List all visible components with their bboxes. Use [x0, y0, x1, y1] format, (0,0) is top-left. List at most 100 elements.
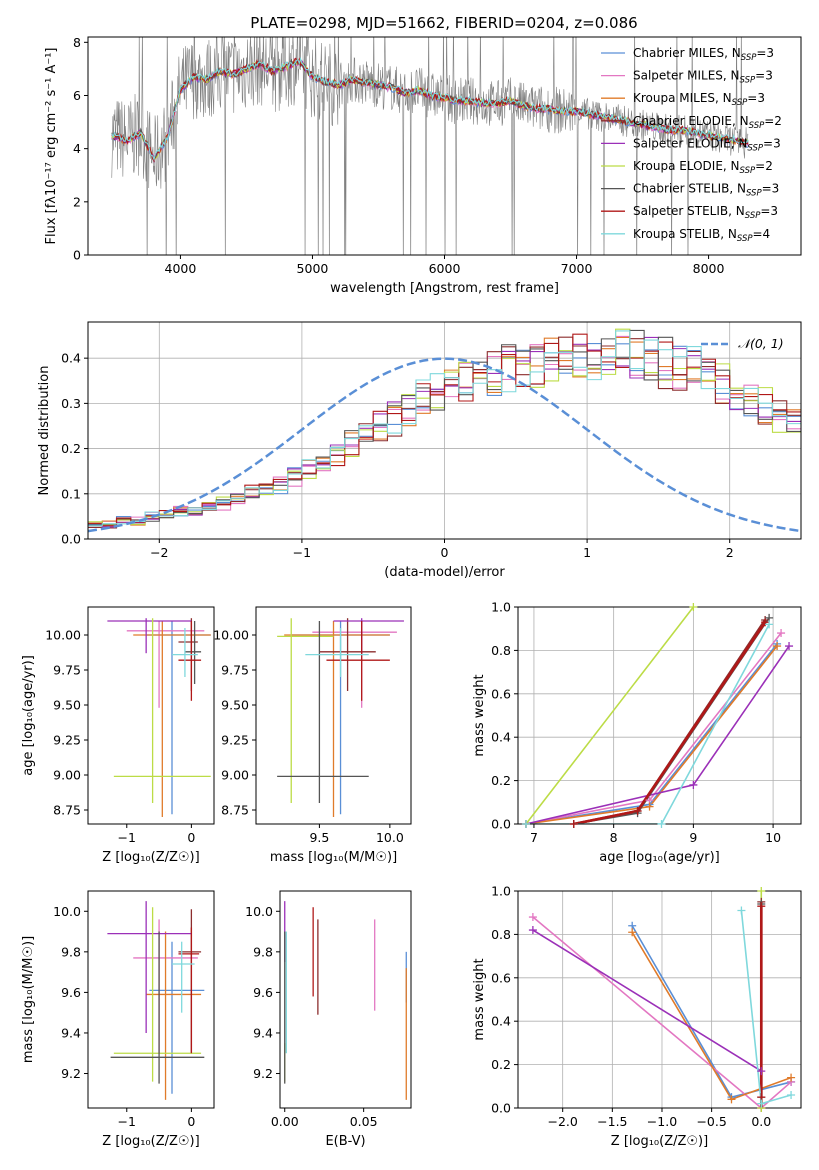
x-tick-label: 1 [583, 545, 591, 560]
x-axis-label: Z [log₁₀(Z/Z☉)] [611, 1134, 708, 1149]
legend-entry: 𝒩(0, 1) [738, 336, 784, 351]
y-tick-label: 0.2 [491, 773, 511, 788]
mass-weight-marker [528, 913, 537, 922]
y-axis-label: mass weight [472, 674, 487, 756]
legend-entry: Chabrier STELIB, NSSP=3 [633, 182, 779, 199]
y-axis-label: Normed distribution [37, 366, 52, 496]
legend-entry: Chabrier ELODIE, NSSP=2 [633, 114, 782, 131]
x-tick-label: −0.5 [696, 1114, 726, 1129]
x-tick-label: 9 [689, 830, 697, 845]
x-tick-label: −1 [118, 830, 136, 845]
x-axis-label: (data-model)/error [384, 565, 505, 580]
residuals-panel: −2 −1 0 1 2 0.0 0.1 0.2 0.3 0.4 (data-model)/error… [37, 321, 802, 580]
y-tick-label: 0.3 [61, 396, 81, 411]
x-tick-label: 0.0 [751, 1114, 771, 1129]
y-tick-label: 0.6 [491, 686, 511, 701]
y-tick-label: 9.6 [253, 985, 273, 1000]
mass-weight-line [525, 607, 695, 824]
y-tick-label: 9.50 [53, 698, 81, 713]
mass-weight-line [525, 623, 770, 824]
y-axis-label: Flux [fλ10⁻¹⁷ erg cm⁻² s⁻¹ A⁻¹] [44, 48, 59, 245]
x-tick-label: −2 [150, 545, 168, 560]
y-tick-label: 10.00 [45, 628, 81, 643]
x-axis-label: Z [log₁₀(Z/Z☉)] [102, 1134, 199, 1149]
residual-histogram [88, 330, 801, 527]
x-tick-label: 0 [441, 545, 449, 560]
y-axis-label: mass weight [472, 958, 487, 1040]
age-vs-metallicity-plot-area [107, 618, 211, 817]
x-tick-label: −1 [118, 1114, 136, 1129]
x-tick-label: 7 [530, 830, 538, 845]
mass-weight-marker [757, 902, 766, 911]
mass-weight-marker [633, 806, 642, 815]
mass-vs-extinction-plot-area [284, 901, 407, 1100]
mass-weight-line [532, 929, 762, 1072]
massweight-vs-metallicity-frame [517, 890, 802, 1109]
y-tick-label: 9.75 [221, 663, 249, 678]
x-tick-label: 6000 [429, 261, 461, 276]
mass-weight-marker [757, 887, 766, 895]
age-vs-mass-frame [255, 606, 412, 825]
y-tick-label: 0.6 [491, 970, 511, 985]
x-tick-label: −1.0 [647, 1114, 677, 1129]
spectrum-plot-area [111, 37, 749, 255]
mass-weight-line [740, 910, 792, 1105]
y-tick-label: 9.8 [253, 944, 273, 959]
y-tick-label: 9.00 [221, 768, 249, 783]
y-tick-label: 0.8 [491, 927, 511, 942]
y-tick-label: 1.0 [491, 600, 511, 615]
x-tick-label: 0 [187, 1114, 195, 1129]
mass-vs-metallicity-plot-area [107, 901, 205, 1100]
mass-weight-marker [765, 620, 774, 629]
mass-weight-marker [757, 1067, 766, 1076]
y-tick-label: 2 [73, 194, 81, 209]
y-axis-label: age [log₁₀(age/yr)] [21, 655, 36, 776]
x-tick-label: 9.5 [309, 830, 329, 845]
age-vs-mass-plot-area [277, 618, 404, 817]
mass-weight-marker [737, 906, 746, 915]
y-tick-label: 9.25 [221, 733, 249, 748]
y-tick-label: 0 [73, 248, 81, 263]
mass-vs-extinction-panel: 0.00 0.05 9.2 9.4 9.6 9.8 10.0 E(B-V) [245, 890, 412, 1149]
x-tick-label: 10 [765, 830, 781, 845]
mass-weight-marker [657, 820, 666, 828]
mass-weight-marker [628, 928, 637, 937]
y-tick-label: 9.4 [253, 1025, 273, 1040]
massweight-vs-metallicity-panel: −2.0 −1.5 −1.0 −0.5 0.0 0.0 0.2 0.4 0.6 0.8 1.0 Z [… [472, 884, 802, 1149]
y-tick-label: 9.75 [53, 663, 81, 678]
y-tick-label: 8.75 [53, 803, 81, 818]
figure-title: PLATE=0298, MJD=51662, FIBERID=0204, z=0… [250, 14, 637, 32]
legend-entry: Salpeter MILES, NSSP=3 [633, 69, 773, 86]
y-tick-label: 4 [73, 141, 81, 156]
mass-weight-line [525, 632, 782, 824]
legend-entry: Kroupa STELIB, NSSP=4 [633, 227, 770, 244]
x-axis-label: E(B-V) [325, 1134, 365, 1149]
x-tick-label: 2 [726, 545, 734, 560]
y-tick-label: 0.4 [491, 730, 511, 745]
x-tick-label: 8 [610, 830, 618, 845]
mass-weight-marker [521, 820, 530, 828]
y-tick-label: 10.00 [213, 628, 249, 643]
y-tick-label: 10.0 [245, 904, 273, 919]
mass-vs-metallicity-panel: −1 0 9.2 9.4 9.6 9.8 10.0 Z [log₁₀(Z/Z☉)] mass [… [21, 890, 215, 1149]
y-tick-label: 6 [73, 88, 81, 103]
legend-entry: Salpeter STELIB, NSSP=3 [633, 204, 778, 221]
massweight-vs-age-plot-area [525, 607, 790, 824]
x-tick-label: 5000 [297, 261, 329, 276]
y-tick-label: 1.0 [491, 884, 511, 899]
y-tick-label: 0.2 [61, 441, 81, 456]
y-tick-label: 9.4 [61, 1025, 81, 1040]
y-tick-label: 0.0 [61, 532, 81, 547]
mass-weight-line [532, 916, 792, 1108]
age-vs-metallicity-frame [87, 606, 215, 825]
mass-weight-marker [727, 1095, 736, 1104]
y-tick-label: 9.50 [221, 698, 249, 713]
y-axis-label: mass [log₁₀(M/M☉)] [21, 936, 36, 1063]
y-tick-label: 0.0 [491, 1101, 511, 1116]
residuals-plot-area [88, 328, 801, 533]
mass-vs-extinction-frame [279, 890, 412, 1109]
mass-weight-marker [773, 642, 782, 651]
x-axis-label: age [log₁₀(age/yr)] [599, 850, 720, 865]
mass-weight-line [573, 617, 770, 824]
